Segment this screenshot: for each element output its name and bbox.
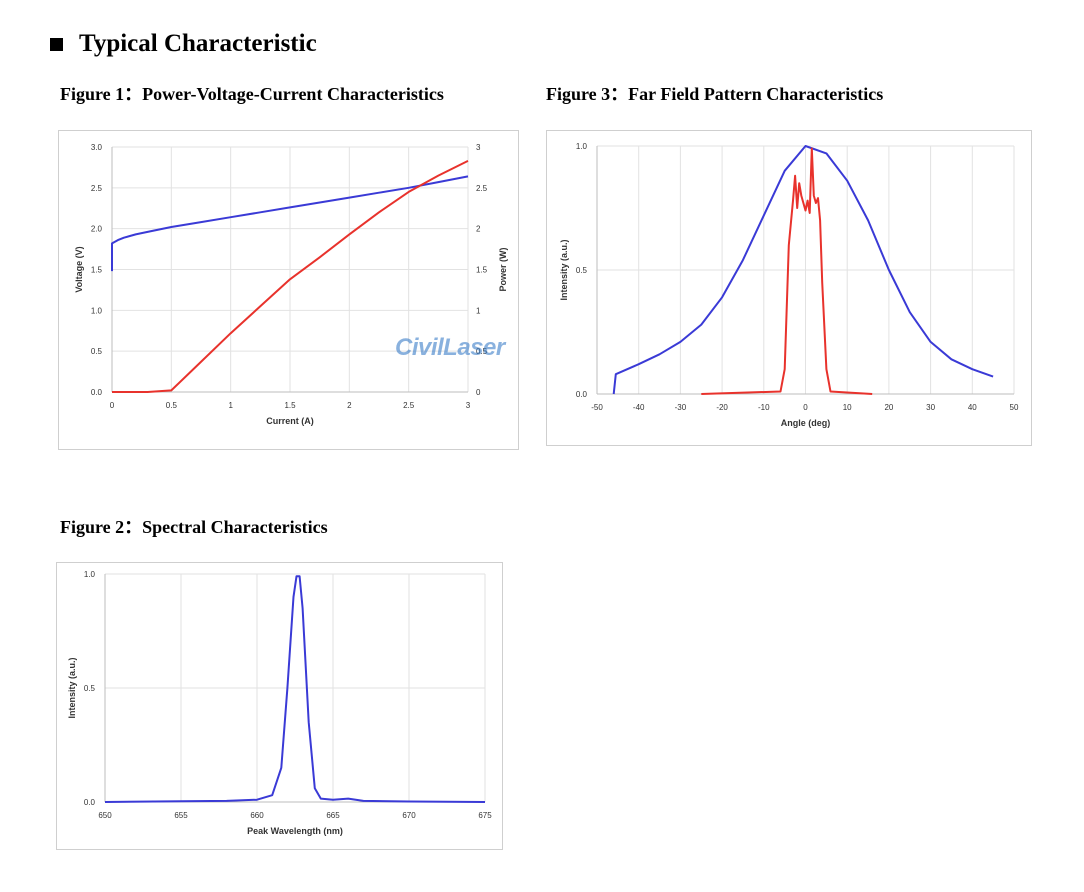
- x-tick-label: 675: [478, 811, 492, 820]
- spectral-chart: 650 655 660 665 670 675 0.0 0.5 1.0 Peak Waveleng…: [67, 570, 492, 836]
- y-tick-label: 2.5: [91, 184, 103, 193]
- y-right-axis-label: Power (W): [498, 247, 508, 291]
- y-tick-label: 0.5: [576, 266, 588, 275]
- y-axis-label: Intensity (a.u.): [559, 239, 569, 300]
- section-title: Typical Characteristic: [50, 30, 317, 58]
- y-tick-label: 1.0: [576, 142, 588, 151]
- y-right-tick-label: 2.5: [476, 184, 488, 193]
- y-right-tick-label: 1: [476, 306, 481, 315]
- y-tick-label: 0.0: [84, 798, 96, 807]
- x-tick-label: 650: [98, 811, 112, 820]
- far-field-chart: -50 -40 -30 -20 -10 0 10 20 30 40 50 0.0 0.5 1.0 Angle…: [559, 142, 1019, 428]
- x-tick-label: 0: [803, 403, 808, 412]
- y-tick-label: 1.0: [84, 570, 96, 579]
- x-tick-label: -20: [716, 403, 728, 412]
- y-right-tick-label: 1.5: [476, 266, 488, 275]
- piv-chart-panel: 0 0.5 1 1.5 2 2.5 3 0.0 0.5 1.0 1.5 2.0 2.5 3.0 0 0.5 1 1…: [58, 130, 519, 450]
- x-tick-label: 1.5: [284, 401, 296, 410]
- x-tick-label: 1: [228, 401, 233, 410]
- x-tick-label: 3: [466, 401, 471, 410]
- watermark-logo: CivilLaser: [395, 334, 505, 361]
- x-axis-label: Angle (deg): [781, 418, 831, 428]
- x-tick-label: 655: [174, 811, 188, 820]
- series-line-2: [701, 147, 873, 395]
- x-tick-label: 20: [884, 403, 893, 412]
- y-right-tick-label: 3: [476, 143, 481, 152]
- piv-chart: 0 0.5 1 1.5 2 2.5 3 0.0 0.5 1.0 1.5 2.0 2.5 3.0 0 0.5 1 1…: [74, 143, 508, 426]
- x-tick-label: 0: [110, 401, 115, 410]
- x-tick-label: 10: [843, 403, 852, 412]
- x-tick-label: 660: [250, 811, 264, 820]
- x-tick-label: 30: [926, 403, 935, 412]
- y-axis-label: Voltage (V): [74, 246, 84, 292]
- y-tick-label: 1.5: [91, 266, 103, 275]
- x-tick-label: -50: [591, 403, 603, 412]
- y-right-tick-label: 0: [476, 388, 481, 397]
- x-tick-label: -30: [675, 403, 687, 412]
- x-axis-label: Peak Wavelength (nm): [247, 826, 343, 836]
- x-axis-label: Current (A): [266, 416, 314, 426]
- series-line-1: [104, 575, 486, 803]
- y-tick-label: 0.0: [91, 388, 103, 397]
- x-tick-label: 0.5: [166, 401, 178, 410]
- square-bullet-icon: [50, 37, 63, 51]
- y-tick-label: 1.0: [91, 306, 103, 315]
- x-tick-label: -40: [633, 403, 645, 412]
- series-line-2: [112, 160, 469, 393]
- x-tick-label: 40: [968, 403, 977, 412]
- series-line-1: [111, 175, 469, 272]
- y-right-tick-label: 2: [476, 225, 481, 234]
- far-field-chart-panel: -50 -40 -30 -20 -10 0 10 20 30 40 50 0.0 0.5 1.0 Angle…: [546, 130, 1032, 446]
- x-tick-label: 670: [402, 811, 416, 820]
- y-tick-label: 0.5: [91, 347, 103, 356]
- y-tick-label: 0.5: [84, 684, 96, 693]
- y-axis-label: Intensity (a.u.): [67, 657, 77, 718]
- x-tick-label: 50: [1010, 403, 1019, 412]
- figure-2-title: Figure 2：Spectral Characteristics: [60, 517, 328, 537]
- y-tick-label: 3.0: [91, 143, 103, 152]
- figure-1-title: Figure 1：Power-Voltage-Current Character…: [60, 84, 444, 104]
- x-tick-label: 2: [347, 401, 352, 410]
- figure-3-title: Figure 3：Far Field Pattern Characteristi…: [546, 84, 884, 104]
- series-line-1: [612, 145, 994, 395]
- x-tick-label: 2.5: [403, 401, 415, 410]
- y-tick-label: 2.0: [91, 225, 103, 234]
- y-tick-label: 0.0: [576, 390, 588, 399]
- spectral-chart-panel: 650 655 660 665 670 675 0.0 0.5 1.0 Peak Waveleng…: [56, 562, 503, 850]
- y-right-tick-label: 0.5: [476, 347, 488, 356]
- section-title-text: Typical Characteristic: [79, 30, 317, 57]
- x-tick-label: 665: [326, 811, 340, 820]
- x-tick-label: -10: [758, 403, 770, 412]
